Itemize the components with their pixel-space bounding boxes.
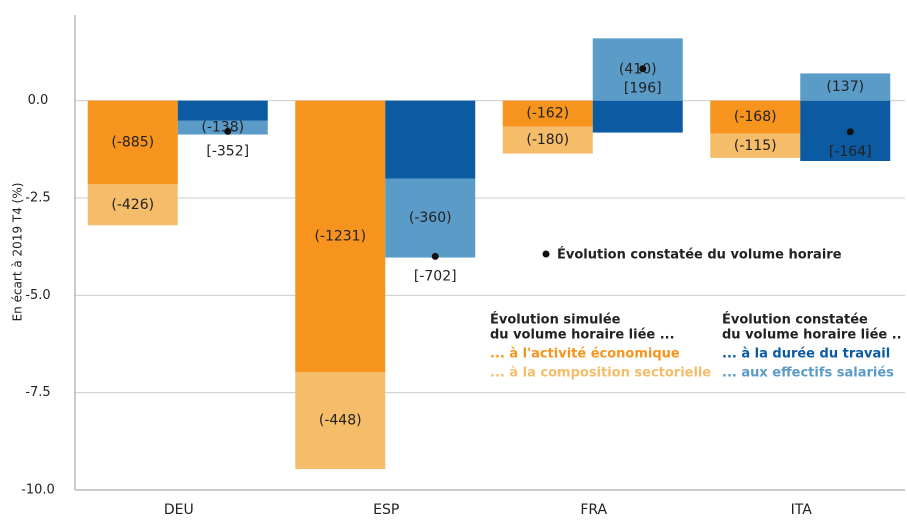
- legend-group-title: du volume horaire liée ...: [490, 328, 675, 343]
- y-tick-label: -5.0: [25, 288, 50, 303]
- point-label: [-352]: [206, 143, 249, 159]
- legend-label: ... aux effectifs salariés: [722, 366, 894, 381]
- observed-point: [846, 128, 854, 136]
- data-label: (-885): [111, 135, 154, 151]
- y-tick-label: -7.5: [25, 385, 50, 400]
- data-label: (-162): [526, 106, 569, 122]
- data-label: (-360): [409, 210, 452, 226]
- point-label: [196]: [624, 81, 662, 97]
- data-label: (-448): [319, 413, 362, 429]
- bar-segment: [177, 120, 268, 135]
- bar-segment: [592, 38, 683, 101]
- y-tick-label: 0.0: [28, 93, 49, 108]
- data-label: (-138): [201, 120, 244, 136]
- observed-point: [224, 127, 232, 135]
- bar-segment: [87, 100, 178, 185]
- y-tick-label: -2.5: [25, 190, 50, 205]
- data-label: (-1231): [314, 228, 366, 244]
- legend-label: ... à la durée du travail: [722, 347, 890, 362]
- bar-segment: [800, 73, 891, 101]
- data-label: (-426): [111, 197, 154, 213]
- bar-segment: [710, 133, 801, 158]
- data-label: (410): [619, 62, 657, 78]
- bar-segment: [295, 372, 386, 469]
- bar-segment: [800, 100, 891, 162]
- legend-label: ... à la composition sectorielle: [490, 366, 711, 381]
- data-label: (137): [826, 79, 864, 95]
- point-label: [-702]: [414, 268, 457, 284]
- observed-point: [431, 252, 439, 260]
- x-tick-label: DEU: [164, 502, 194, 518]
- bar-segment: [87, 184, 178, 226]
- data-label: (-115): [734, 138, 777, 154]
- bar-segment: [177, 100, 268, 121]
- data-label: (-180): [526, 132, 569, 148]
- y-axis-label: En écart à 2019 T4 (%): [11, 183, 25, 322]
- legend-group-title: Évolution constatée: [722, 312, 868, 328]
- legend-marker: [542, 250, 550, 258]
- legend-label: ... à l'activité économique: [490, 347, 680, 362]
- bar-segment: [502, 100, 593, 127]
- observed-point: [639, 65, 647, 73]
- legend-group-title: Évolution simulée: [490, 312, 621, 328]
- x-tick-label: ESP: [373, 502, 399, 518]
- bar-segment: [710, 100, 801, 134]
- bar-segment: [295, 100, 386, 373]
- bar-segment: [502, 126, 593, 154]
- data-label: (-168): [734, 109, 777, 125]
- x-tick-label: ITA: [791, 502, 813, 518]
- bar-segment: [592, 100, 683, 133]
- x-tick-label: FRA: [580, 502, 607, 518]
- legend-group-title: du volume horaire liée ..: [722, 328, 902, 343]
- point-label: [-164]: [829, 144, 872, 160]
- y-tick-label: -10.0: [21, 483, 55, 498]
- bar-segment: [385, 100, 476, 179]
- bar-segment: [385, 178, 476, 258]
- legend-label: Évolution constatée du volume horaire: [557, 247, 842, 263]
